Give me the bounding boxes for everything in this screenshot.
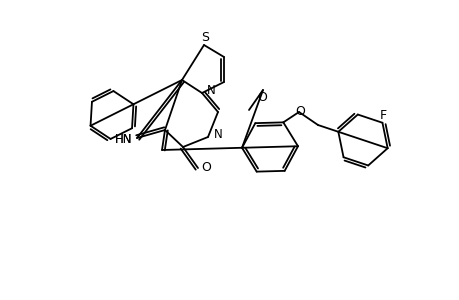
Text: O: O — [294, 104, 304, 118]
Text: F: F — [379, 109, 386, 122]
Text: O: O — [201, 160, 211, 173]
Text: HN: HN — [114, 133, 132, 146]
Text: N: N — [213, 128, 222, 140]
Text: HN: HN — [114, 133, 132, 146]
Text: N: N — [207, 83, 215, 97]
Text: S: S — [201, 31, 208, 44]
Text: O: O — [257, 91, 266, 103]
